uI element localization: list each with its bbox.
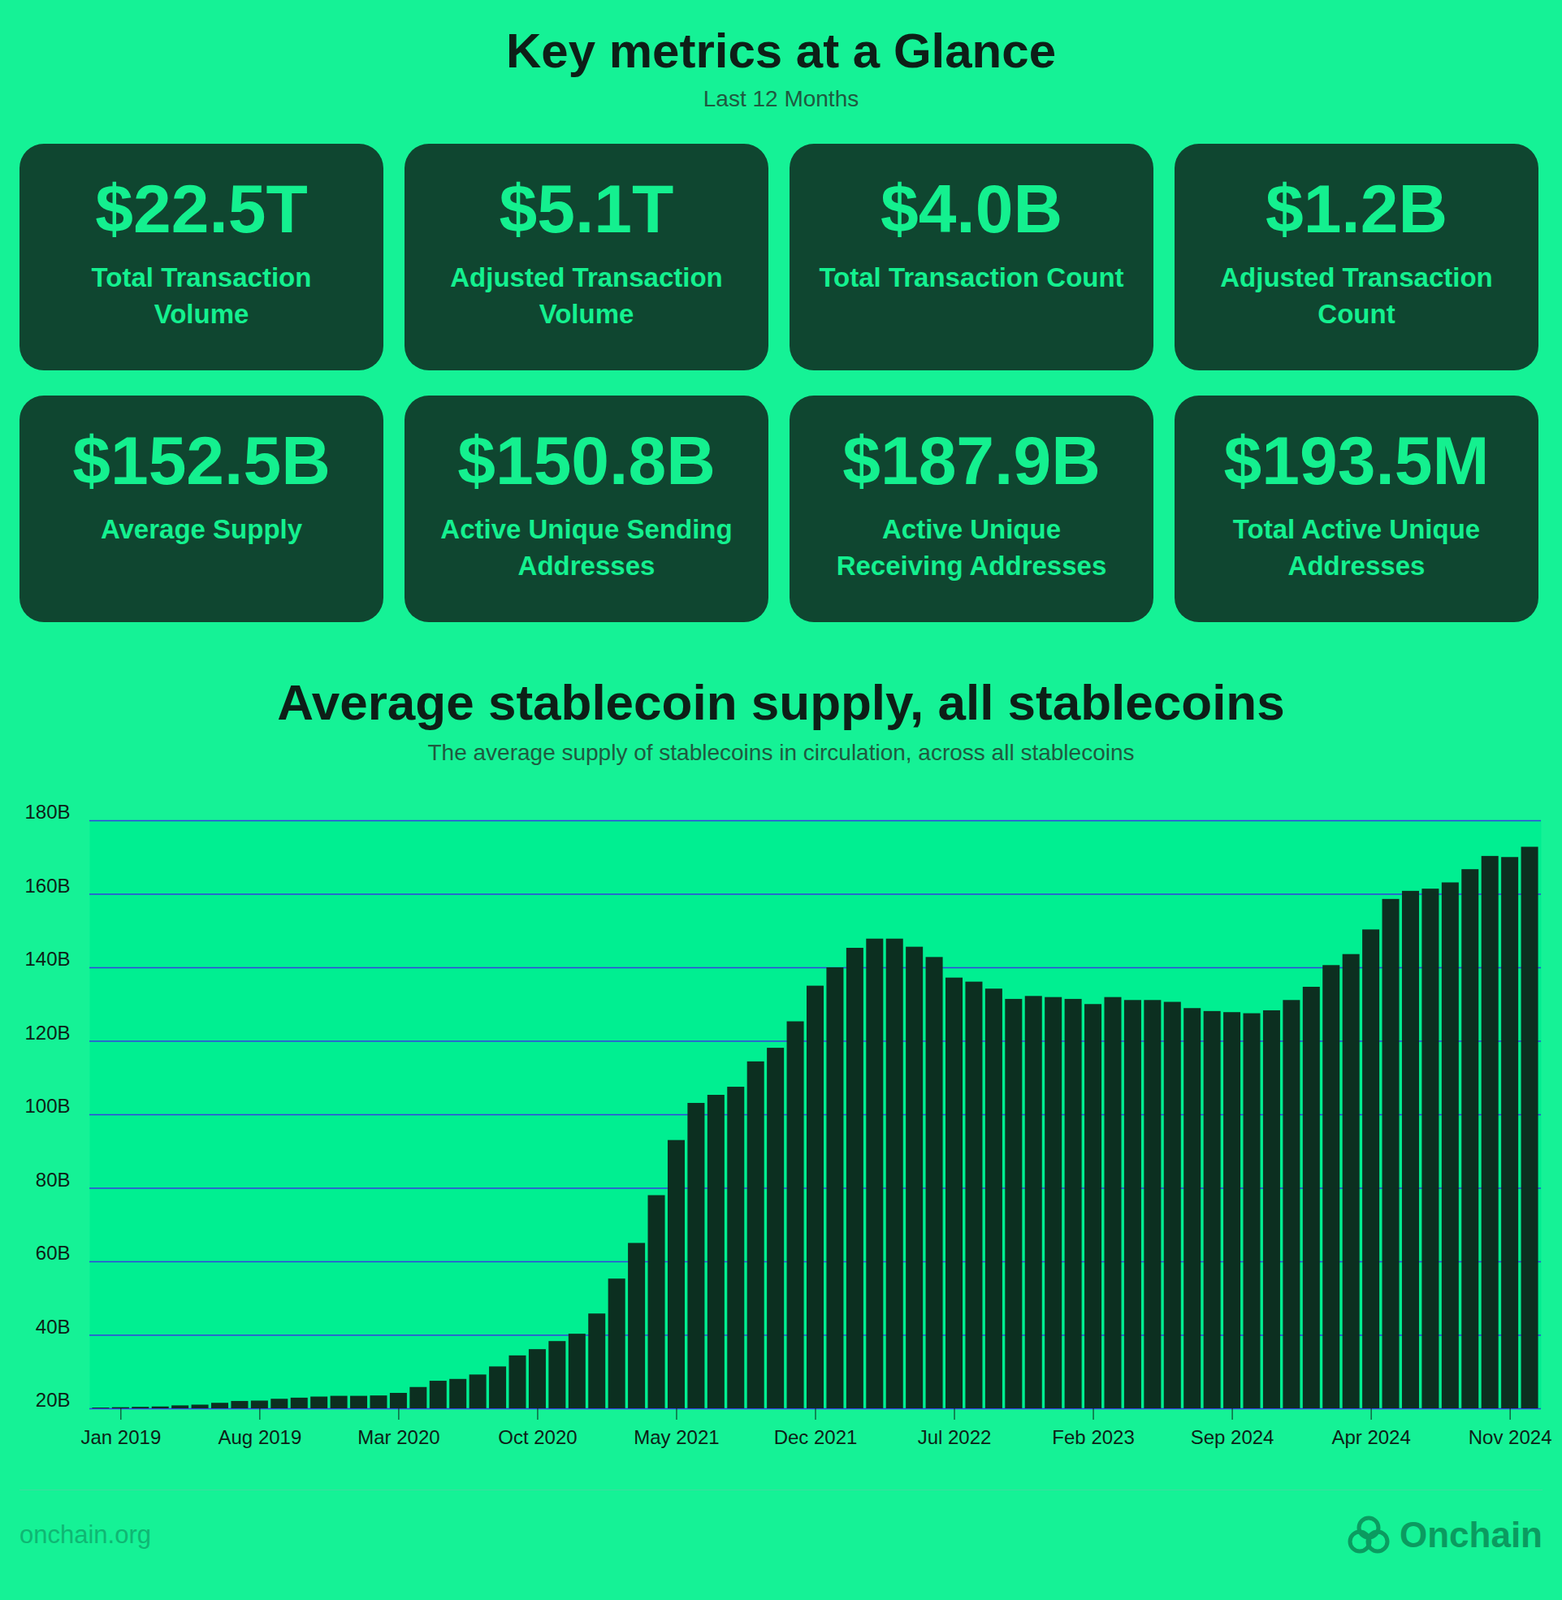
html-text:Total Transaction Count: Total Transaction Count xyxy=(819,262,1124,293)
html-text:Key metrics at a Glance: Key metrics at a Glance xyxy=(506,23,1056,78)
html-text:$193.5M: $193.5M xyxy=(1223,422,1490,499)
svg-text:Feb 2023: Feb 2023 xyxy=(1051,1426,1134,1449)
html-text:Onchain: Onchain xyxy=(1399,1514,1543,1555)
html-text:$5.1T: $5.1T xyxy=(499,170,674,247)
html-text:Average Supply: Average Supply xyxy=(100,514,303,545)
html-text:The average supply of stableco: The average supply of stablecoins in cir… xyxy=(427,739,1135,766)
html-text:$1.2B: $1.2B xyxy=(1265,170,1448,247)
svg-text:Dec 2021: Dec 2021 xyxy=(774,1426,858,1449)
svg-text:Oct 2020: Oct 2020 xyxy=(497,1426,577,1449)
svg-text:160B: 160B xyxy=(24,874,70,897)
svg-text:Jul 2022: Jul 2022 xyxy=(917,1426,992,1449)
html-text:Adjusted Transaction Count: Adjusted Transaction Count xyxy=(1220,262,1493,329)
html-text:onchain.org: onchain.org xyxy=(19,1520,152,1550)
svg-text:120B: 120B xyxy=(24,1021,70,1044)
html-text:Active Unique Receiving Addres: Active Unique Receiving Addresses xyxy=(836,514,1107,581)
svg-text:Mar 2020: Mar 2020 xyxy=(357,1426,440,1449)
html-text:Active Unique Sending Addresse: Active Unique Sending Addresses xyxy=(440,514,733,581)
svg-text:Nov 2024: Nov 2024 xyxy=(1468,1426,1553,1449)
html-text:Total Transaction Volume: Total Transaction Volume xyxy=(91,262,312,329)
html-text:$152.5B: $152.5B xyxy=(72,422,331,499)
svg-text:Aug 2019: Aug 2019 xyxy=(218,1426,303,1449)
svg-text:80B: 80B xyxy=(35,1168,71,1191)
svg-text:May 2021: May 2021 xyxy=(633,1426,719,1449)
html-text:$4.0B: $4.0B xyxy=(880,170,1063,247)
html-text:Total Active Unique Addresses: Total Active Unique Addresses xyxy=(1232,514,1481,581)
svg-text:20B: 20B xyxy=(35,1388,71,1411)
html-text:Last 12 Months: Last 12 Months xyxy=(703,86,859,112)
html-text:Average stablecoin supply, all: Average stablecoin supply, all stablecoi… xyxy=(277,674,1285,731)
svg-text:Apr 2024: Apr 2024 xyxy=(1331,1426,1411,1449)
svg-text:180B: 180B xyxy=(24,800,70,823)
html-text:$187.9B: $187.9B xyxy=(842,422,1101,499)
svg-text:140B: 140B xyxy=(24,947,70,970)
svg-text:Sep 2024: Sep 2024 xyxy=(1190,1426,1275,1449)
svg-text:100B: 100B xyxy=(24,1094,70,1117)
svg-text:Jan 2019: Jan 2019 xyxy=(80,1426,161,1449)
html-text:$150.8B: $150.8B xyxy=(457,422,716,499)
html-text:$22.5T: $22.5T xyxy=(95,170,308,247)
svg-text:40B: 40B xyxy=(35,1315,71,1338)
html-text:Adjusted Transaction Volume: Adjusted Transaction Volume xyxy=(450,262,723,329)
svg-text:60B: 60B xyxy=(35,1241,71,1264)
